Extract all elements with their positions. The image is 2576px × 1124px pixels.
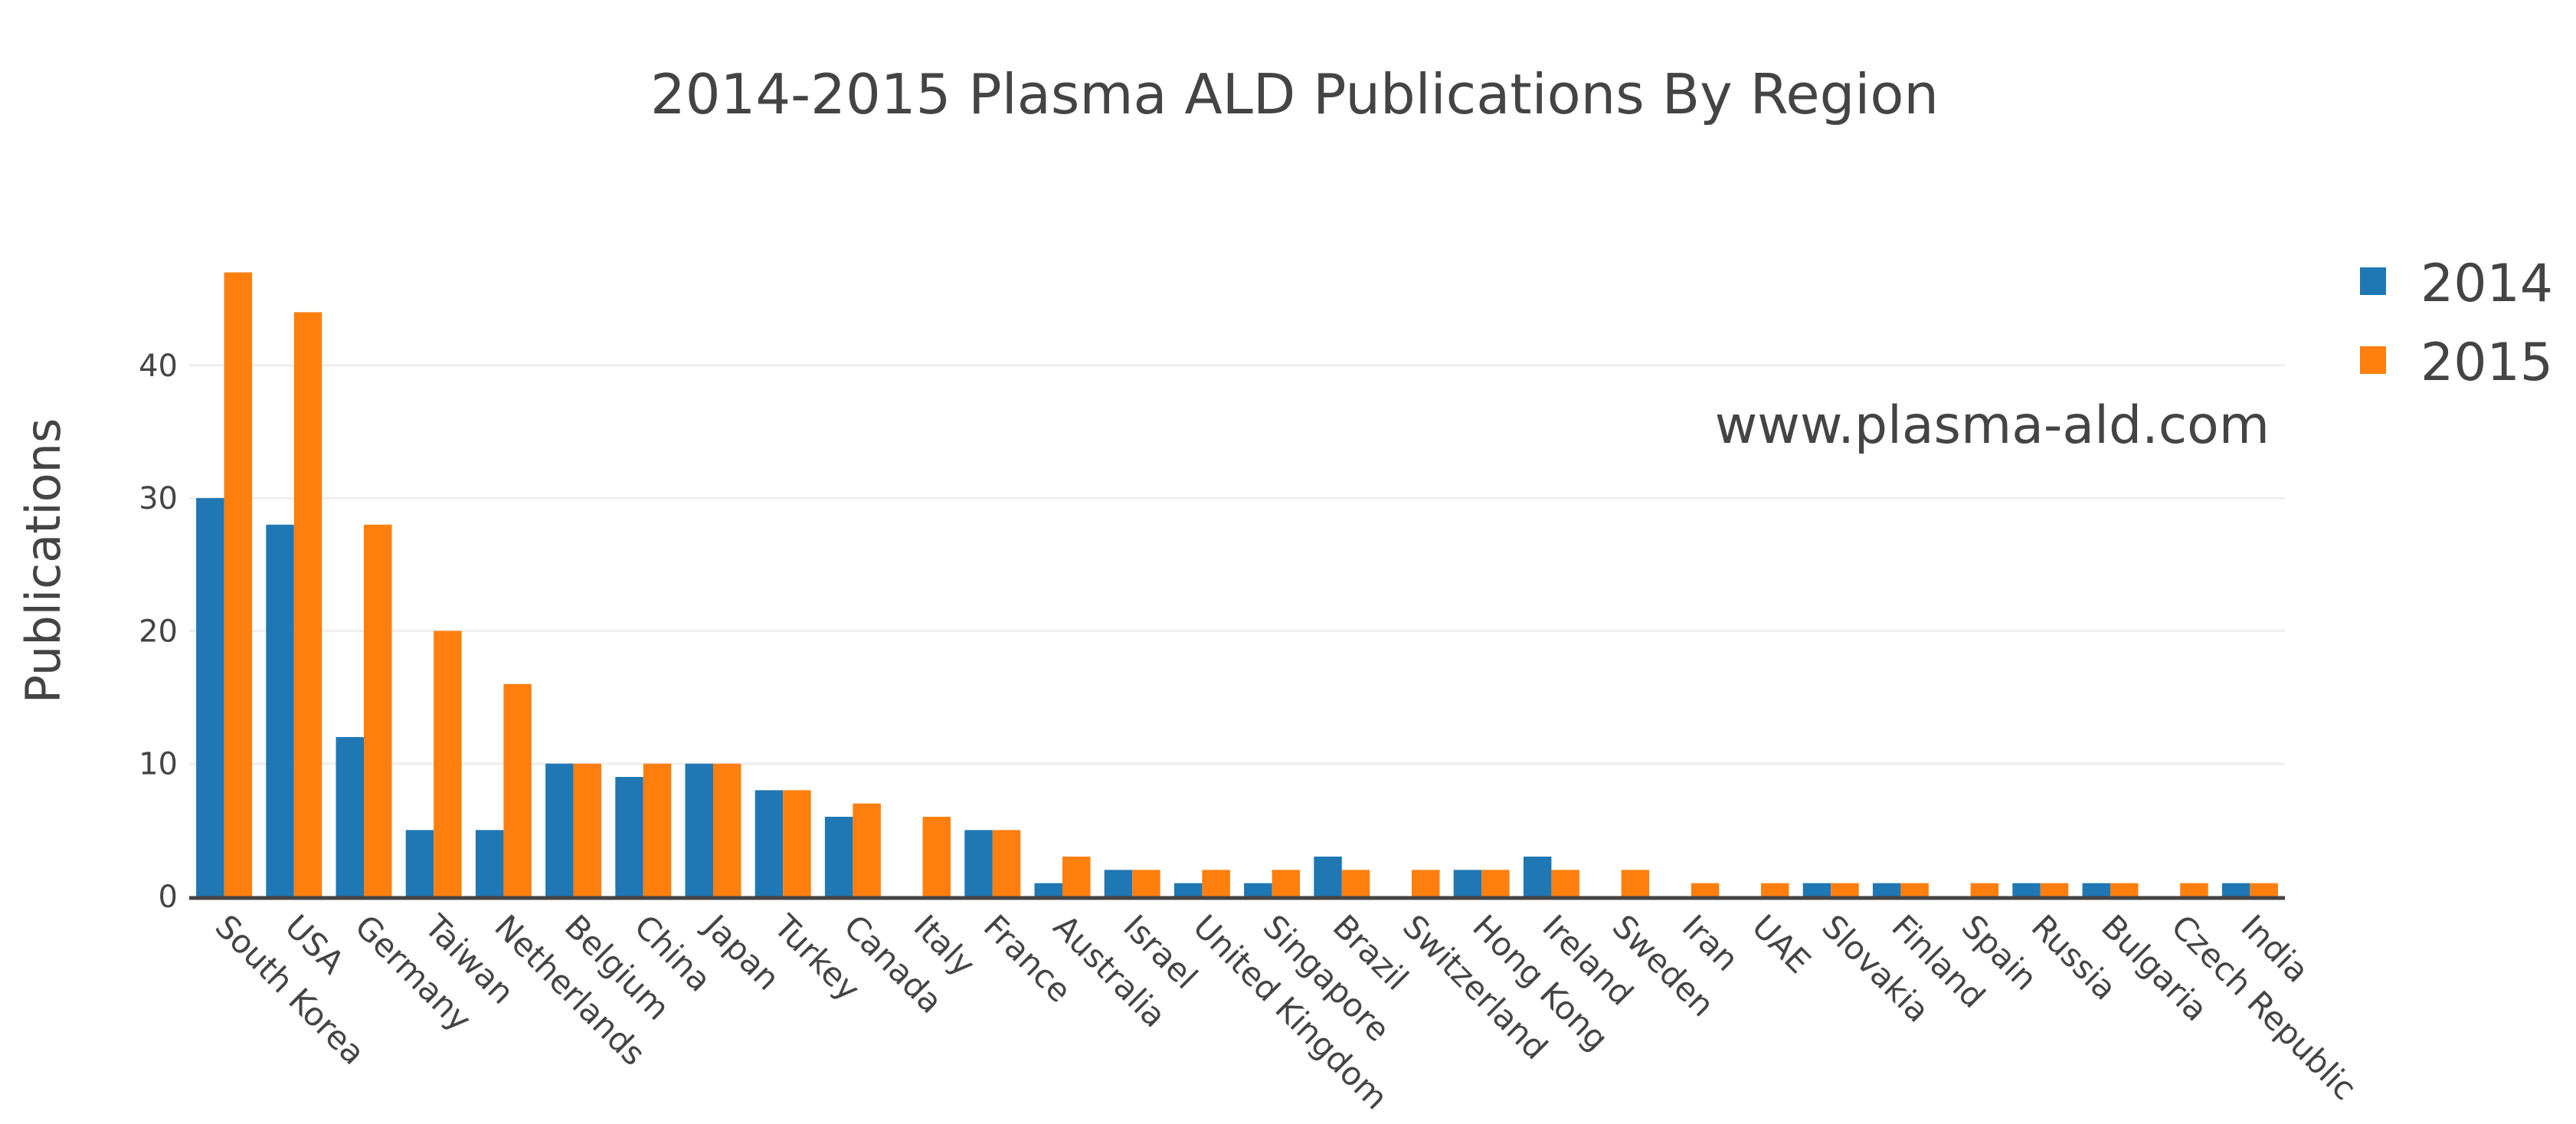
bar-2015[interactable] <box>922 817 951 896</box>
bar-2015[interactable] <box>364 524 392 896</box>
x-tick-label: UAE <box>1745 907 1818 980</box>
bar-2015[interactable] <box>434 631 462 896</box>
bar-2015[interactable] <box>783 790 811 896</box>
bar-2015[interactable] <box>2110 883 2139 896</box>
bar-2015[interactable] <box>2040 883 2069 896</box>
bar-2015[interactable] <box>1481 870 1510 896</box>
bar-2014[interactable] <box>405 830 434 896</box>
bar-2014[interactable] <box>824 817 853 896</box>
watermark-annotation: www.plasma-ald.com <box>1715 395 2270 456</box>
bar-2015[interactable] <box>1831 883 1859 896</box>
bar-2015[interactable] <box>1202 870 1230 896</box>
bar-2014[interactable] <box>266 524 294 896</box>
bar-2015[interactable] <box>1132 870 1160 896</box>
bar-2015[interactable] <box>1412 870 1440 896</box>
bar-2014[interactable] <box>685 763 713 896</box>
bar-2015[interactable] <box>2180 883 2208 896</box>
bar-2015[interactable] <box>224 272 253 896</box>
bar-2014[interactable] <box>1173 883 1203 896</box>
y-tick-label: 10 <box>139 747 178 782</box>
legend-swatch-2014 <box>2360 267 2386 295</box>
legend-item-2015[interactable]: 2015 <box>2360 333 2553 393</box>
bar-2015[interactable] <box>1272 870 1301 896</box>
legend-item-2014[interactable]: 2014 <box>2360 254 2553 314</box>
bar-2014[interactable] <box>2012 883 2041 896</box>
bar-2014[interactable] <box>1104 870 1133 896</box>
legend-swatch-2015 <box>2360 346 2386 374</box>
bar-2015[interactable] <box>1970 883 1999 896</box>
bar-2014[interactable] <box>1523 857 1552 896</box>
legend-label-2014: 2014 <box>2421 254 2553 314</box>
bar-2014[interactable] <box>2221 883 2250 896</box>
bar-2014[interactable] <box>1872 883 1901 896</box>
bar-2014[interactable] <box>475 830 504 896</box>
bar-2014[interactable] <box>196 498 224 896</box>
y-tick-label: 40 <box>139 349 178 384</box>
bar-2014[interactable] <box>1802 883 1831 896</box>
bar-2015[interactable] <box>573 763 602 896</box>
bar-2015[interactable] <box>1341 870 1370 896</box>
bar-2015[interactable] <box>1621 870 1650 896</box>
bar-2014[interactable] <box>2082 883 2110 896</box>
bar-2015[interactable] <box>1761 883 1789 896</box>
bar-2014[interactable] <box>545 763 574 896</box>
legend[interactable]: 2014 2015 <box>2360 254 2553 393</box>
bar-2014[interactable] <box>336 737 364 896</box>
bar-2015[interactable] <box>1062 857 1091 896</box>
bar-2015[interactable] <box>2250 883 2278 896</box>
x-axis-ticks: South KoreaUSAGermanyTaiwanNetherlandsBe… <box>208 906 2364 1116</box>
bar-2015[interactable] <box>713 763 741 896</box>
bar-2015[interactable] <box>293 312 322 897</box>
bar-2015[interactable] <box>1551 870 1579 896</box>
y-tick-label: 20 <box>139 614 178 649</box>
y-tick-label: 0 <box>159 880 178 915</box>
bar-2014[interactable] <box>964 830 993 896</box>
gridlines <box>189 364 2285 765</box>
y-tick-label: 30 <box>139 481 178 516</box>
y-axis-label: Publications <box>15 418 71 704</box>
bar-2014[interactable] <box>1314 857 1342 896</box>
legend-label-2015: 2015 <box>2421 333 2553 393</box>
bar-2014[interactable] <box>754 790 784 896</box>
bar-2014[interactable] <box>1244 883 1272 896</box>
bar-2015[interactable] <box>853 803 881 896</box>
bar-2015[interactable] <box>643 763 672 896</box>
bars <box>196 272 2278 897</box>
bar-2014[interactable] <box>615 777 643 896</box>
bar-2015[interactable] <box>992 830 1021 896</box>
bar-2015[interactable] <box>1900 883 1929 896</box>
x-tick-label: Japan <box>696 906 787 998</box>
y-axis-ticks: 0 10 20 30 40 <box>139 349 178 915</box>
bar-2014[interactable] <box>1453 870 1482 896</box>
bar-2014[interactable] <box>1034 883 1062 896</box>
bar-2015[interactable] <box>503 683 532 896</box>
bar-2015[interactable] <box>1691 883 1720 896</box>
chart-title: 2014-2015 Plasma ALD Publications By Reg… <box>650 62 1939 126</box>
